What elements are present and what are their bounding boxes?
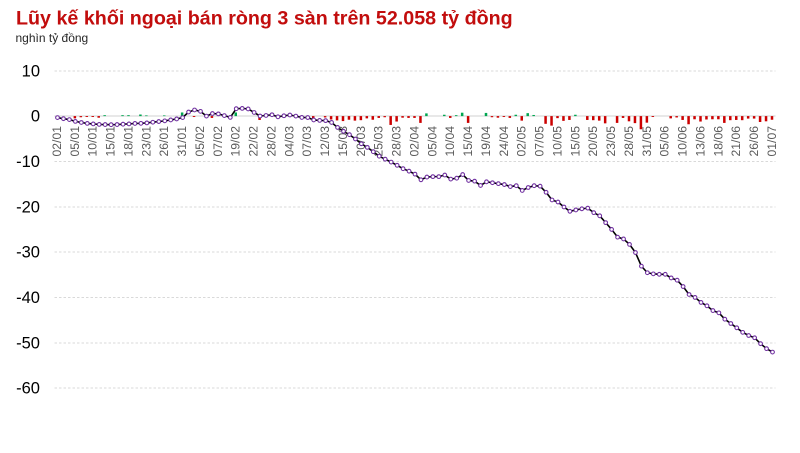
svg-text:Lũy kế khối ngoại bán ròng 3 s: Lũy kế khối ngoại bán ròng 3 sàn trên 52… bbox=[16, 7, 513, 29]
svg-text:20/03: 20/03 bbox=[354, 126, 368, 157]
svg-text:23/05: 23/05 bbox=[604, 126, 618, 157]
svg-text:12/03: 12/03 bbox=[318, 126, 332, 157]
svg-text:0: 0 bbox=[31, 108, 40, 126]
svg-text:31/05: 31/05 bbox=[640, 126, 654, 157]
svg-text:19/04: 19/04 bbox=[479, 126, 493, 157]
svg-text:22/02: 22/02 bbox=[247, 126, 261, 157]
svg-text:02/05: 02/05 bbox=[515, 126, 529, 157]
svg-text:05/02: 05/02 bbox=[193, 126, 207, 157]
svg-text:26/06: 26/06 bbox=[747, 126, 761, 157]
svg-text:-30: -30 bbox=[16, 244, 40, 262]
svg-text:18/01: 18/01 bbox=[121, 126, 135, 157]
svg-text:07/03: 07/03 bbox=[300, 126, 314, 157]
svg-text:01/07: 01/07 bbox=[765, 126, 779, 157]
svg-text:15/04: 15/04 bbox=[461, 126, 475, 157]
svg-text:20/05: 20/05 bbox=[586, 126, 600, 157]
svg-text:10/06: 10/06 bbox=[676, 126, 690, 157]
svg-text:05/06: 05/06 bbox=[658, 126, 672, 157]
svg-text:-50: -50 bbox=[16, 334, 40, 352]
svg-text:10: 10 bbox=[22, 62, 40, 80]
svg-text:10/04: 10/04 bbox=[443, 126, 457, 157]
svg-text:21/06: 21/06 bbox=[729, 126, 743, 157]
svg-text:-40: -40 bbox=[16, 289, 40, 307]
svg-text:31/01: 31/01 bbox=[175, 126, 189, 157]
svg-text:05/01: 05/01 bbox=[68, 126, 82, 157]
svg-text:15/05: 15/05 bbox=[568, 126, 582, 157]
svg-text:13/06: 13/06 bbox=[693, 126, 707, 157]
svg-text:02/01: 02/01 bbox=[50, 126, 64, 157]
svg-text:28/05: 28/05 bbox=[622, 126, 636, 157]
svg-text:-60: -60 bbox=[16, 380, 40, 398]
svg-text:15/01: 15/01 bbox=[104, 126, 118, 157]
svg-text:26/01: 26/01 bbox=[157, 126, 171, 157]
svg-text:24/04: 24/04 bbox=[497, 126, 511, 157]
svg-text:02/04: 02/04 bbox=[407, 126, 421, 157]
svg-text:-10: -10 bbox=[16, 153, 40, 171]
svg-text:10/01: 10/01 bbox=[86, 126, 100, 157]
svg-text:19/02: 19/02 bbox=[229, 126, 243, 157]
svg-text:05/04: 05/04 bbox=[425, 126, 439, 157]
svg-text:28/02: 28/02 bbox=[264, 126, 278, 157]
svg-text:nghìn tỷ đồng: nghìn tỷ đồng bbox=[16, 31, 89, 45]
svg-text:10/05: 10/05 bbox=[550, 126, 564, 157]
svg-text:07/05: 07/05 bbox=[533, 126, 547, 157]
svg-text:25/03: 25/03 bbox=[372, 126, 386, 157]
svg-text:-20: -20 bbox=[16, 198, 40, 216]
svg-text:18/06: 18/06 bbox=[711, 126, 725, 157]
svg-text:07/02: 07/02 bbox=[211, 126, 225, 157]
svg-text:04/03: 04/03 bbox=[282, 126, 296, 157]
svg-text:23/01: 23/01 bbox=[139, 126, 153, 157]
svg-text:28/03: 28/03 bbox=[390, 126, 404, 157]
